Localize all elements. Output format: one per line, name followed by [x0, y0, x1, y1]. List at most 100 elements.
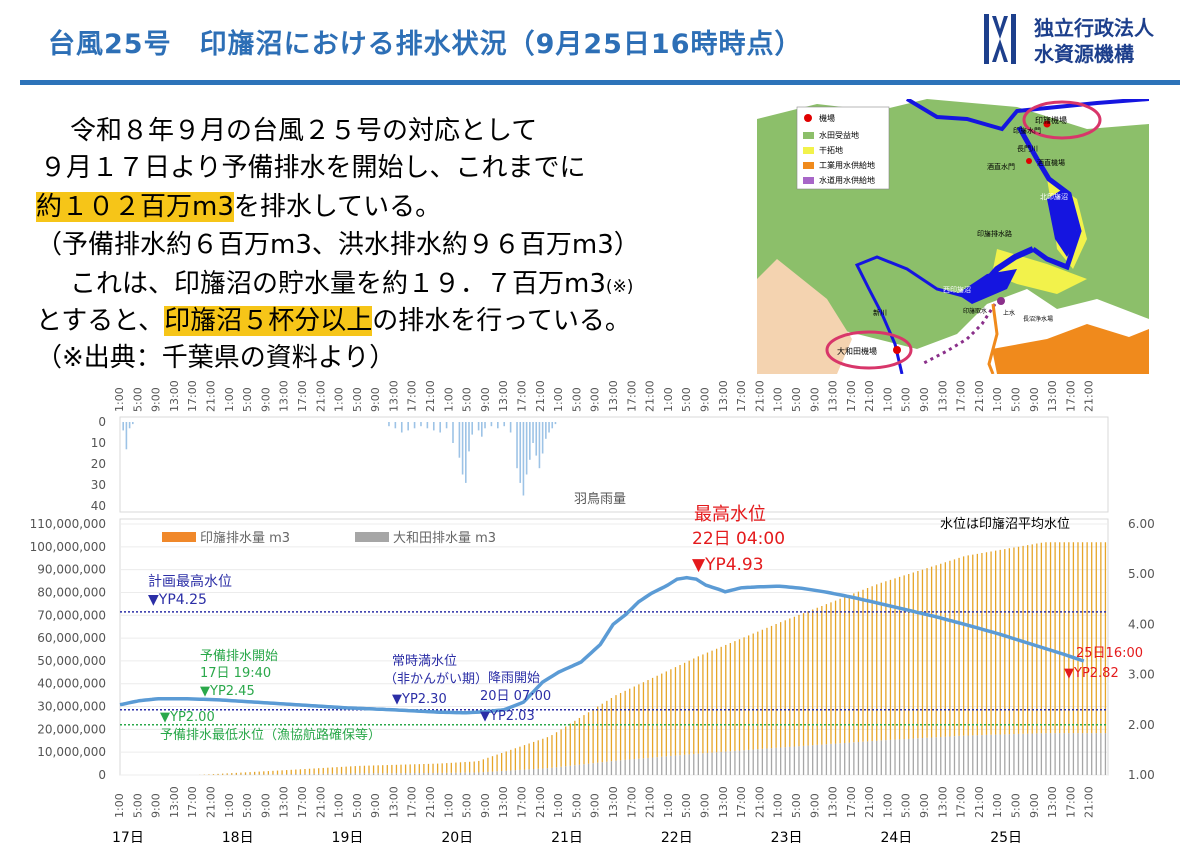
bottom-hour-label: 17:00 [296, 786, 309, 818]
map-label-kita-inba: 北印旛沼 [1040, 192, 1068, 201]
left-ytick-label: 110,000,000 [30, 517, 106, 531]
bottom-hour-label: 21:00 [863, 786, 876, 818]
ann-rain-start-level: ▼YP2.03 [480, 709, 535, 724]
bottom-hour-label: 17:00 [516, 786, 529, 818]
bottom-hour-label: 17:00 [955, 786, 968, 818]
top-hour-label: 21:00 [534, 380, 547, 412]
highlight-five-times: 印旛沼５杯分以上 [164, 306, 373, 336]
body-line-5-text: これは、印旛沼の貯水量を約１９．７百万m3 [70, 269, 606, 299]
top-hour-label: 9:00 [150, 387, 163, 412]
left-ytick-label: 10,000,000 [37, 745, 106, 759]
inba-area-map: 機場 水田受益地 干拓地 工業用水供給地 水道用水供給地 印旛機場 印旛水門 長… [757, 99, 1149, 374]
map-nishi-inba-numa [957, 269, 1017, 304]
bottom-hour-label: 9:00 [589, 793, 602, 818]
ann-now-level: ▼YP2.82 [1064, 666, 1119, 681]
top-hour-label: 1:00 [442, 387, 455, 412]
bottom-hour-label: 17:00 [1064, 786, 1077, 818]
top-hour-label: 17:00 [955, 380, 968, 412]
top-hour-label: 13:00 [497, 380, 510, 412]
top-hour-label: 21:00 [314, 380, 327, 412]
left-ytick-label: 90,000,000 [37, 563, 106, 577]
bottom-hour-label: 5:00 [680, 793, 693, 818]
right-ytick-label: 2.00 [1128, 718, 1155, 732]
top-hour-label: 5:00 [900, 387, 913, 412]
bottom-hour-label: 5:00 [351, 793, 364, 818]
top-hour-label: 9:00 [259, 387, 272, 412]
bottom-hour-label: 13:00 [168, 786, 181, 818]
ann-yobi-start-time: 17日 19:40 [200, 666, 271, 681]
bottom-hour-label: 17:00 [186, 786, 199, 818]
rain-ytick-label: 40 [91, 499, 106, 513]
top-hour-label: 17:00 [625, 380, 638, 412]
top-hour-label: 5:00 [461, 387, 474, 412]
bottom-hour-label: 9:00 [479, 793, 492, 818]
body-line-2: ９月１７日より予備排水を開始し、これまでに [40, 153, 586, 183]
bottom-hour-label: 5:00 [570, 793, 583, 818]
bottom-hour-label: 13:00 [278, 786, 291, 818]
map-tone-river [905, 99, 1149, 132]
top-hour-label: 5:00 [790, 387, 803, 412]
legend-label-reclaimed: 干拓地 [819, 145, 843, 155]
bottom-hour-label: 21:00 [644, 786, 657, 818]
bottom-hour-label: 9:00 [150, 793, 163, 818]
reference-lines [120, 611, 1108, 726]
bottom-hour-label: 5:00 [1010, 793, 1023, 818]
ann-joji-level: ▼YP2.30 [392, 692, 447, 707]
bottom-hour-label: 17:00 [625, 786, 638, 818]
top-hour-label: 5:00 [680, 387, 693, 412]
left-ytick-label: 70,000,000 [37, 608, 106, 622]
top-hour-label: 13:00 [387, 380, 400, 412]
bottom-hour-label: 13:00 [827, 786, 840, 818]
drainage-bars [199, 542, 1107, 775]
left-ytick-label: 20,000,000 [37, 722, 106, 736]
top-hour-label: 17:00 [735, 380, 748, 412]
body-line-5: これは、印旛沼の貯水量を約１９．７百万m3(※) [70, 271, 633, 297]
legend-swatch-owada [355, 532, 389, 542]
day-label: 17日 [112, 830, 144, 845]
top-hour-label: 21:00 [753, 380, 766, 412]
bottom-hour-label: 1:00 [223, 793, 236, 818]
map-label-nishi-inba: 西印旛沼 [943, 285, 971, 294]
top-hour-label: 17:00 [845, 380, 858, 412]
map-label-nagaresui: 長沼浄水場 [1023, 315, 1053, 323]
top-hour-label: 9:00 [1028, 387, 1041, 412]
top-hour-label: 1:00 [991, 387, 1004, 412]
rain-ytick-label: 10 [91, 436, 106, 450]
ann-min-level: ▼YP2.00 [160, 710, 215, 725]
right-ytick-label: 5.00 [1128, 567, 1155, 581]
legend-reclaimed-swatch [803, 147, 814, 154]
bottom-hour-label: 13:00 [717, 786, 730, 818]
left-ytick-label: 0 [98, 768, 106, 782]
top-hour-label: 21:00 [863, 380, 876, 412]
legend-label-industry: 工業用水供給地 [819, 160, 875, 170]
ann-max-time: 22日 04:00 [692, 529, 785, 549]
bottom-hour-label: 5:00 [131, 793, 144, 818]
bottom-hour-label: 9:00 [918, 793, 931, 818]
bottom-hour-label: 13:00 [607, 786, 620, 818]
top-hour-label: 1:00 [113, 387, 126, 412]
day-label: 22日 [661, 830, 693, 845]
map-paddy-area [992, 249, 1087, 294]
map-label-sakai-suimon: 酒直水門 [987, 162, 1015, 171]
bottom-hour-label: 13:00 [936, 786, 949, 818]
org-name-line1: 独立行政法人 [1034, 16, 1154, 40]
rain-ytick-label: 30 [91, 478, 106, 492]
bottom-hour-label: 21:00 [973, 786, 986, 818]
map-label-intake: 印旛取水 [963, 307, 987, 315]
ann-joji-sub: （非かんがい期） [384, 672, 488, 687]
top-hour-label: 9:00 [369, 387, 382, 412]
bottom-hour-label: 9:00 [259, 793, 272, 818]
top-hour-label: 17:00 [186, 380, 199, 412]
top-hour-label: 17:00 [406, 380, 419, 412]
bottom-hour-label: 17:00 [735, 786, 748, 818]
bottom-hour-label: 5:00 [790, 793, 803, 818]
top-hour-label: 13:00 [936, 380, 949, 412]
top-hour-label: 9:00 [698, 387, 711, 412]
legend-label-supply: 水道用水供給地 [819, 175, 875, 185]
chart-axes: 0 10 20 30 40 0 10,000,000 20,000,000 30,000,000… [30, 380, 1155, 845]
bottom-hour-label: 17:00 [845, 786, 858, 818]
rain-ytick-label: 20 [91, 457, 106, 471]
map-circle-owada-station [825, 330, 913, 370]
map-inba-station-dot [1043, 120, 1051, 128]
